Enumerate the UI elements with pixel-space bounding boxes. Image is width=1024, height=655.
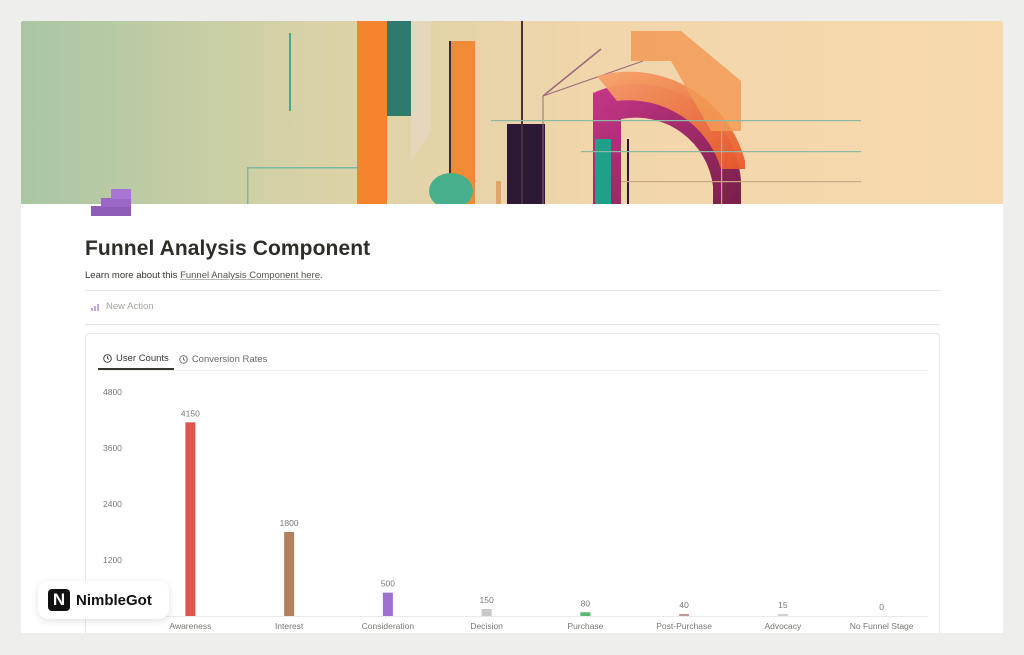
page-subtitle: Learn more about this Funnel Analysis Co… — [85, 270, 323, 281]
y-tick-label: 4800 — [103, 387, 122, 397]
x-tick-label: Post-Purchase — [656, 621, 712, 631]
bar-value-label: 15 — [778, 600, 788, 610]
x-tick-label: Purchase — [567, 621, 603, 631]
bar-value-label: 500 — [381, 579, 395, 589]
x-tick-label: Consideration — [362, 621, 415, 631]
nimblegot-logo-icon: N — [48, 589, 70, 611]
docs-link[interactable]: Funnel Analysis Component here — [180, 270, 321, 281]
x-tick-label: Awareness — [169, 621, 211, 631]
y-tick-label: 1200 — [103, 555, 122, 565]
divider — [85, 290, 940, 291]
tab-conversion-rates[interactable]: Conversion Rates — [174, 348, 273, 370]
bar-post-purchase — [679, 614, 690, 616]
tab-label: Conversion Rates — [191, 353, 268, 365]
bar-value-label: 0 — [879, 602, 884, 612]
bar-decision — [481, 609, 492, 616]
bar-value-label: 1800 — [280, 518, 299, 528]
new-action-label: New Action — [106, 301, 154, 312]
nimblegot-badge[interactable]: N NimbleGot — [38, 581, 169, 619]
bar-value-label: 150 — [480, 595, 494, 605]
cover-image — [21, 21, 1003, 204]
bar-chart-page-icon — [91, 189, 131, 216]
bar-value-label: 80 — [581, 598, 591, 608]
tab-label: User Counts — [116, 352, 169, 364]
bar-awareness — [185, 422, 196, 616]
bar-consideration — [382, 592, 393, 616]
chart-tabs: User Counts Conversion Rates — [98, 348, 272, 370]
new-action-button[interactable]: New Action — [91, 301, 154, 312]
page-title: Funnel Analysis Component — [85, 237, 371, 260]
brand-name: NimbleGot — [76, 591, 152, 609]
divider — [85, 324, 940, 325]
bar-interest — [284, 532, 295, 616]
x-tick-label: Interest — [275, 621, 304, 631]
bar-purchase — [580, 612, 591, 616]
bar-value-label: 4150 — [181, 408, 200, 418]
abstract-cover-art — [247, 21, 861, 204]
funnel-chart-card: User Counts Conversion Rates 1200 2400 360… — [85, 333, 940, 633]
clock-icon — [103, 353, 112, 363]
x-tick-label: Advocacy — [764, 621, 802, 631]
subtitle-suffix: . — [320, 270, 323, 281]
clock-icon — [179, 354, 188, 364]
bar-chart-icon — [91, 303, 99, 311]
tab-user-counts[interactable]: User Counts — [98, 348, 174, 370]
y-tick-label: 3600 — [103, 443, 122, 453]
y-tick-label: 2400 — [103, 499, 122, 509]
page-canvas: Funnel Analysis Component Learn more abo… — [21, 21, 1003, 633]
x-tick-label: No Funnel Stage — [850, 621, 914, 631]
tabs-underline — [98, 370, 928, 371]
bar-value-label: 40 — [679, 600, 689, 610]
bar-chart: 1200 2400 3600 4800 4150 Awareness 1800 Interes… — [98, 387, 928, 631]
bar-advocacy — [777, 614, 788, 616]
x-tick-label: Decision — [470, 621, 503, 631]
subtitle-text: Learn more about this — [85, 270, 181, 281]
